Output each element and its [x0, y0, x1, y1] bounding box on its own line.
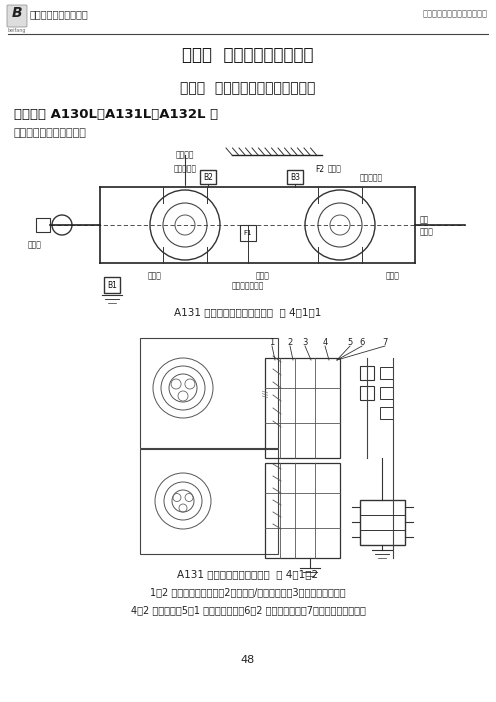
Text: 前行星架: 前行星架	[176, 150, 194, 159]
Text: ///: ///	[263, 390, 269, 397]
Text: 前、后太阳齿轮: 前、后太阳齿轮	[232, 281, 264, 290]
Text: beifang: beifang	[8, 28, 26, 33]
Text: 4－2 档制动器，5－1 号单向离合器，6－2 号单向离合器，7－低速档单向离合器: 4－2 档制动器，5－1 号单向离合器，6－2 号单向离合器，7－低速档单向离合…	[130, 605, 366, 615]
Text: B: B	[12, 6, 22, 20]
Bar	[287, 170, 303, 184]
Bar	[380, 367, 393, 379]
Text: 前行星齿轮: 前行星齿轮	[174, 164, 196, 173]
Text: 7: 7	[382, 338, 388, 347]
Text: 一、丰田 A130L、A131L、A132L 型: 一、丰田 A130L、A131L、A132L 型	[14, 109, 218, 121]
Text: F2: F2	[315, 166, 324, 175]
Bar	[36, 218, 50, 232]
Text: 6: 6	[359, 338, 365, 347]
Text: 输出轴: 输出轴	[420, 227, 434, 237]
Bar	[380, 407, 393, 419]
Text: 1: 1	[269, 338, 275, 347]
Text: 3: 3	[303, 338, 308, 347]
Text: 适用车型：花冠、克罗纳: 适用车型：花冠、克罗纳	[14, 128, 87, 138]
Text: 锁频图: 锁频图	[148, 271, 162, 280]
Bar	[360, 386, 374, 400]
Text: A131 型自动变速器传动原线  图 4－1－2: A131 型自动变速器传动原线 图 4－1－2	[178, 569, 318, 579]
Text: 5: 5	[347, 338, 353, 347]
Bar	[360, 366, 374, 380]
Text: 2: 2	[287, 338, 293, 347]
FancyBboxPatch shape	[7, 5, 27, 27]
Bar	[200, 170, 216, 184]
Text: A131 型自动变速器传动原理图  图 4－1－1: A131 型自动变速器传动原理图 图 4－1－1	[174, 307, 322, 317]
Text: 后托架: 后托架	[328, 164, 342, 173]
Text: 前齿圈: 前齿圈	[256, 271, 270, 280]
Text: 自动变速器之第四章传动原理: 自动变速器之第四章传动原理	[423, 10, 488, 18]
Bar	[265, 463, 340, 558]
Text: 后行星齿轮: 后行星齿轮	[360, 173, 383, 182]
Text: 中国北方汽车教育集团: 中国北方汽车教育集团	[30, 9, 89, 19]
Bar	[140, 338, 278, 448]
Text: 4: 4	[322, 338, 328, 347]
Text: 后齿圈: 后齿圈	[386, 271, 400, 280]
Text: B3: B3	[290, 173, 300, 182]
Bar	[380, 387, 393, 399]
Bar	[104, 277, 120, 293]
Text: B1: B1	[107, 281, 117, 289]
Bar	[265, 358, 340, 458]
Text: 第四章  自动变速器传动原理: 第四章 自动变速器传动原理	[182, 46, 314, 64]
Text: 48: 48	[241, 655, 255, 665]
Text: 输出: 输出	[420, 216, 429, 225]
Text: F1: F1	[244, 230, 252, 236]
Text: 1－2 档滑行带式制动器，2－高速档/倒档离合器，3－前进档离合器，: 1－2 档滑行带式制动器，2－高速档/倒档离合器，3－前进档离合器，	[150, 587, 346, 597]
Text: 第一节  辛普森自动变速器传动原理: 第一节 辛普森自动变速器传动原理	[181, 81, 315, 95]
Bar	[360, 500, 405, 545]
Text: B2: B2	[203, 173, 213, 182]
Text: 输入轴: 输入轴	[28, 240, 42, 249]
Bar	[140, 449, 278, 554]
